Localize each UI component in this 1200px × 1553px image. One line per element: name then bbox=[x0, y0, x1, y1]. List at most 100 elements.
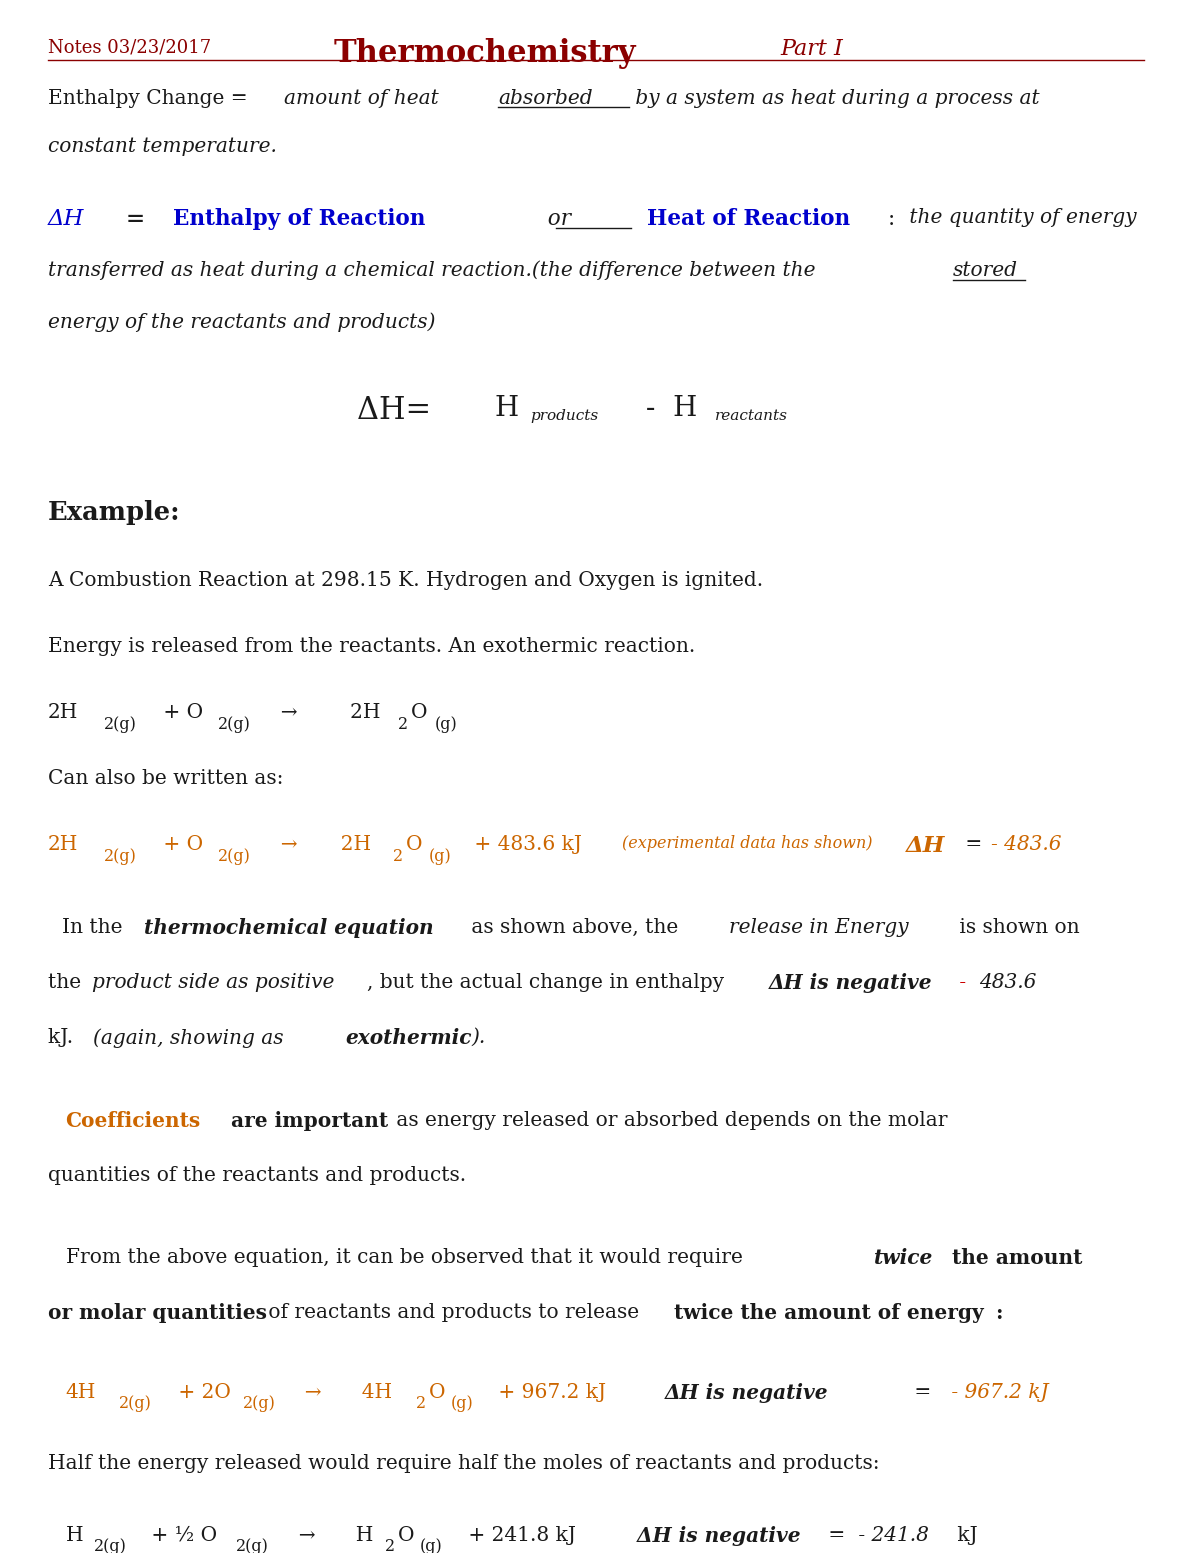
Text: , but the actual change in enthalpy: , but the actual change in enthalpy bbox=[367, 974, 731, 992]
Text: Half the energy released would require half the moles of reactants and products:: Half the energy released would require h… bbox=[48, 1455, 880, 1474]
Text: 2: 2 bbox=[416, 1395, 426, 1412]
Text: the quantity of energy: the quantity of energy bbox=[904, 208, 1136, 227]
Text: or: or bbox=[534, 208, 584, 230]
Text: quantities of the reactants and products.: quantities of the reactants and products… bbox=[48, 1166, 466, 1185]
Text: Enthalpy of Reaction: Enthalpy of Reaction bbox=[173, 208, 425, 230]
Text: the: the bbox=[48, 974, 88, 992]
Text: Heat of Reaction: Heat of Reaction bbox=[647, 208, 850, 230]
Text: the amount: the amount bbox=[944, 1249, 1082, 1269]
Text: 483.6: 483.6 bbox=[979, 974, 1037, 992]
Text: Can also be written as:: Can also be written as: bbox=[48, 769, 283, 789]
Text: 2(g): 2(g) bbox=[103, 848, 137, 865]
Text: O: O bbox=[407, 836, 422, 854]
Text: constant temperature.: constant temperature. bbox=[48, 137, 276, 155]
Text: Enthalpy Change =: Enthalpy Change = bbox=[48, 89, 253, 107]
Text: - 241.8: - 241.8 bbox=[852, 1527, 929, 1545]
Text: or molar quantities: or molar quantities bbox=[48, 1303, 266, 1323]
Text: 4H: 4H bbox=[349, 1382, 392, 1402]
Text: →: → bbox=[292, 1382, 322, 1402]
Text: Notes 03/23/2017: Notes 03/23/2017 bbox=[48, 39, 211, 56]
Text: are important: are important bbox=[224, 1110, 388, 1131]
Text: 4H: 4H bbox=[66, 1382, 96, 1402]
Text: →: → bbox=[286, 1527, 316, 1545]
Text: reactants: reactants bbox=[715, 408, 788, 422]
Text: amount of heat: amount of heat bbox=[283, 89, 445, 107]
Text: is shown on: is shown on bbox=[953, 918, 1080, 936]
Text: (g): (g) bbox=[434, 716, 457, 733]
Text: ΔH is negative: ΔH is negative bbox=[623, 1527, 800, 1545]
Text: - 483.6: - 483.6 bbox=[991, 836, 1062, 854]
Text: + 241.8 kJ: + 241.8 kJ bbox=[462, 1527, 576, 1545]
Text: 2(g): 2(g) bbox=[236, 1537, 269, 1553]
Text: + O: + O bbox=[157, 836, 203, 854]
Text: In the: In the bbox=[62, 918, 128, 936]
Text: =: = bbox=[959, 836, 989, 854]
Text: ΔH: ΔH bbox=[48, 208, 84, 230]
Text: 2: 2 bbox=[394, 848, 403, 865]
Text: (g): (g) bbox=[428, 848, 451, 865]
Text: (again, showing as: (again, showing as bbox=[92, 1028, 290, 1048]
Text: + O: + O bbox=[157, 704, 203, 722]
Text: twice the amount of energy: twice the amount of energy bbox=[674, 1303, 984, 1323]
Text: →: → bbox=[268, 704, 298, 722]
Text: absorbed: absorbed bbox=[498, 89, 593, 107]
Text: 2: 2 bbox=[398, 716, 408, 733]
Text: + ½ O: + ½ O bbox=[145, 1527, 217, 1545]
Text: 2H: 2H bbox=[331, 704, 380, 722]
Text: (g): (g) bbox=[419, 1537, 442, 1553]
Text: O: O bbox=[412, 704, 427, 722]
Text: stored: stored bbox=[953, 261, 1018, 280]
Text: + 2O: + 2O bbox=[172, 1382, 230, 1402]
Text: 2(g): 2(g) bbox=[244, 1395, 276, 1412]
Text: :: : bbox=[888, 208, 895, 230]
Text: - 967.2 kJ: - 967.2 kJ bbox=[944, 1382, 1049, 1402]
Text: =: = bbox=[109, 208, 161, 230]
Text: as energy released or absorbed depends on the molar: as energy released or absorbed depends o… bbox=[390, 1110, 947, 1129]
Text: energy of the reactants and products): energy of the reactants and products) bbox=[48, 312, 436, 332]
Text: Part I: Part I bbox=[780, 39, 844, 61]
Text: product side as positive: product side as positive bbox=[91, 974, 334, 992]
Text: 2(g): 2(g) bbox=[119, 1395, 152, 1412]
Text: From the above equation, it can be observed that it would require: From the above equation, it can be obser… bbox=[66, 1249, 749, 1267]
Text: =: = bbox=[908, 1382, 937, 1402]
Text: ΔH: ΔH bbox=[906, 836, 944, 857]
Text: -  H: - H bbox=[637, 396, 697, 422]
Text: products: products bbox=[530, 408, 599, 422]
Text: 2(g): 2(g) bbox=[218, 848, 251, 865]
Text: A Combustion Reaction at 298.15 K. Hydrogen and Oxygen is ignited.: A Combustion Reaction at 298.15 K. Hydro… bbox=[48, 572, 763, 590]
Text: =: = bbox=[822, 1527, 852, 1545]
Text: as shown above, the: as shown above, the bbox=[464, 918, 684, 936]
Text: thermochemical equation: thermochemical equation bbox=[144, 918, 433, 938]
Text: ).: ). bbox=[472, 1028, 486, 1047]
Text: Coefficients: Coefficients bbox=[66, 1110, 200, 1131]
Text: 2: 2 bbox=[385, 1537, 395, 1553]
Text: + 483.6 kJ: + 483.6 kJ bbox=[468, 836, 582, 854]
Text: 2H: 2H bbox=[328, 836, 371, 854]
Text: ΔH is negative: ΔH is negative bbox=[665, 1382, 828, 1402]
Text: by a system as heat during a process at: by a system as heat during a process at bbox=[629, 89, 1039, 107]
Text: kJ: kJ bbox=[950, 1527, 977, 1545]
Text: twice: twice bbox=[874, 1249, 932, 1269]
Text: kJ.: kJ. bbox=[48, 1028, 79, 1047]
Text: O: O bbox=[398, 1527, 414, 1545]
Text: ΔH is negative: ΔH is negative bbox=[768, 974, 932, 992]
Text: H: H bbox=[66, 1527, 83, 1545]
Text: Thermochemistry: Thermochemistry bbox=[334, 39, 636, 70]
Text: release in Energy: release in Energy bbox=[730, 918, 908, 936]
Text: -: - bbox=[953, 974, 973, 992]
Text: (g): (g) bbox=[450, 1395, 473, 1412]
Text: Energy is released from the reactants. An exothermic reaction.: Energy is released from the reactants. A… bbox=[48, 637, 695, 657]
Text: H: H bbox=[343, 1527, 373, 1545]
Text: 2H: 2H bbox=[48, 836, 78, 854]
Text: Example:: Example: bbox=[48, 500, 180, 525]
Text: 2H: 2H bbox=[48, 704, 78, 722]
Text: H: H bbox=[494, 396, 518, 422]
Text: transferred as heat during a chemical reaction.(the difference between the: transferred as heat during a chemical re… bbox=[48, 261, 822, 280]
Text: + 967.2 kJ: + 967.2 kJ bbox=[492, 1382, 606, 1402]
Text: ΔH=: ΔH= bbox=[358, 396, 442, 427]
Text: 2(g): 2(g) bbox=[94, 1537, 127, 1553]
Text: 2(g): 2(g) bbox=[218, 716, 251, 733]
Text: of reactants and products to release: of reactants and products to release bbox=[262, 1303, 646, 1322]
Text: (experimental data has shown): (experimental data has shown) bbox=[622, 836, 872, 853]
Text: O: O bbox=[428, 1382, 445, 1402]
